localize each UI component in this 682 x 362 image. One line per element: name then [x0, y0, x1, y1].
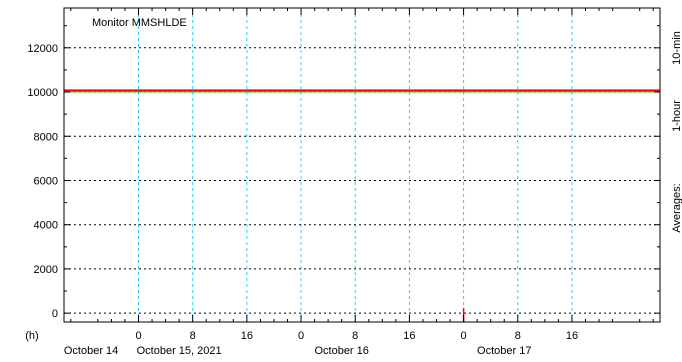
y-tick-label: 6000 [34, 175, 58, 187]
legend-title: Averages: [671, 183, 682, 232]
x-tick-label: 8 [515, 330, 521, 342]
date-label: October 14 [64, 345, 118, 357]
x-tick-label: 0 [135, 330, 141, 342]
legend-10min: 10-min [671, 31, 682, 65]
legend-1hour: 1-hour [671, 100, 682, 132]
y-tick-label: 8000 [34, 131, 58, 143]
y-tick-label: 10000 [27, 87, 58, 99]
x-tick-label: 16 [566, 330, 578, 342]
x-tick-label: 8 [190, 330, 196, 342]
x-tick-label: 0 [461, 330, 467, 342]
y-tick-label: 2000 [34, 264, 58, 276]
plot-frame [63, 7, 661, 323]
x-unit-label: (h) [25, 330, 38, 342]
x-tick-label: 8 [352, 330, 358, 342]
x-tick-label: 0 [298, 330, 304, 342]
date-label: October 16 [314, 345, 368, 357]
x-tick-label: 16 [241, 330, 253, 342]
chart-title: Monitor MMSHLDE [92, 17, 187, 29]
x-tick-label: 16 [403, 330, 415, 342]
y-tick-label: 4000 [34, 220, 58, 232]
date-label: October 17 [477, 345, 531, 357]
y-tick-label: 0 [52, 308, 58, 320]
date-label: October 15, 2021 [137, 345, 222, 357]
y-tick-label: 12000 [27, 43, 58, 55]
